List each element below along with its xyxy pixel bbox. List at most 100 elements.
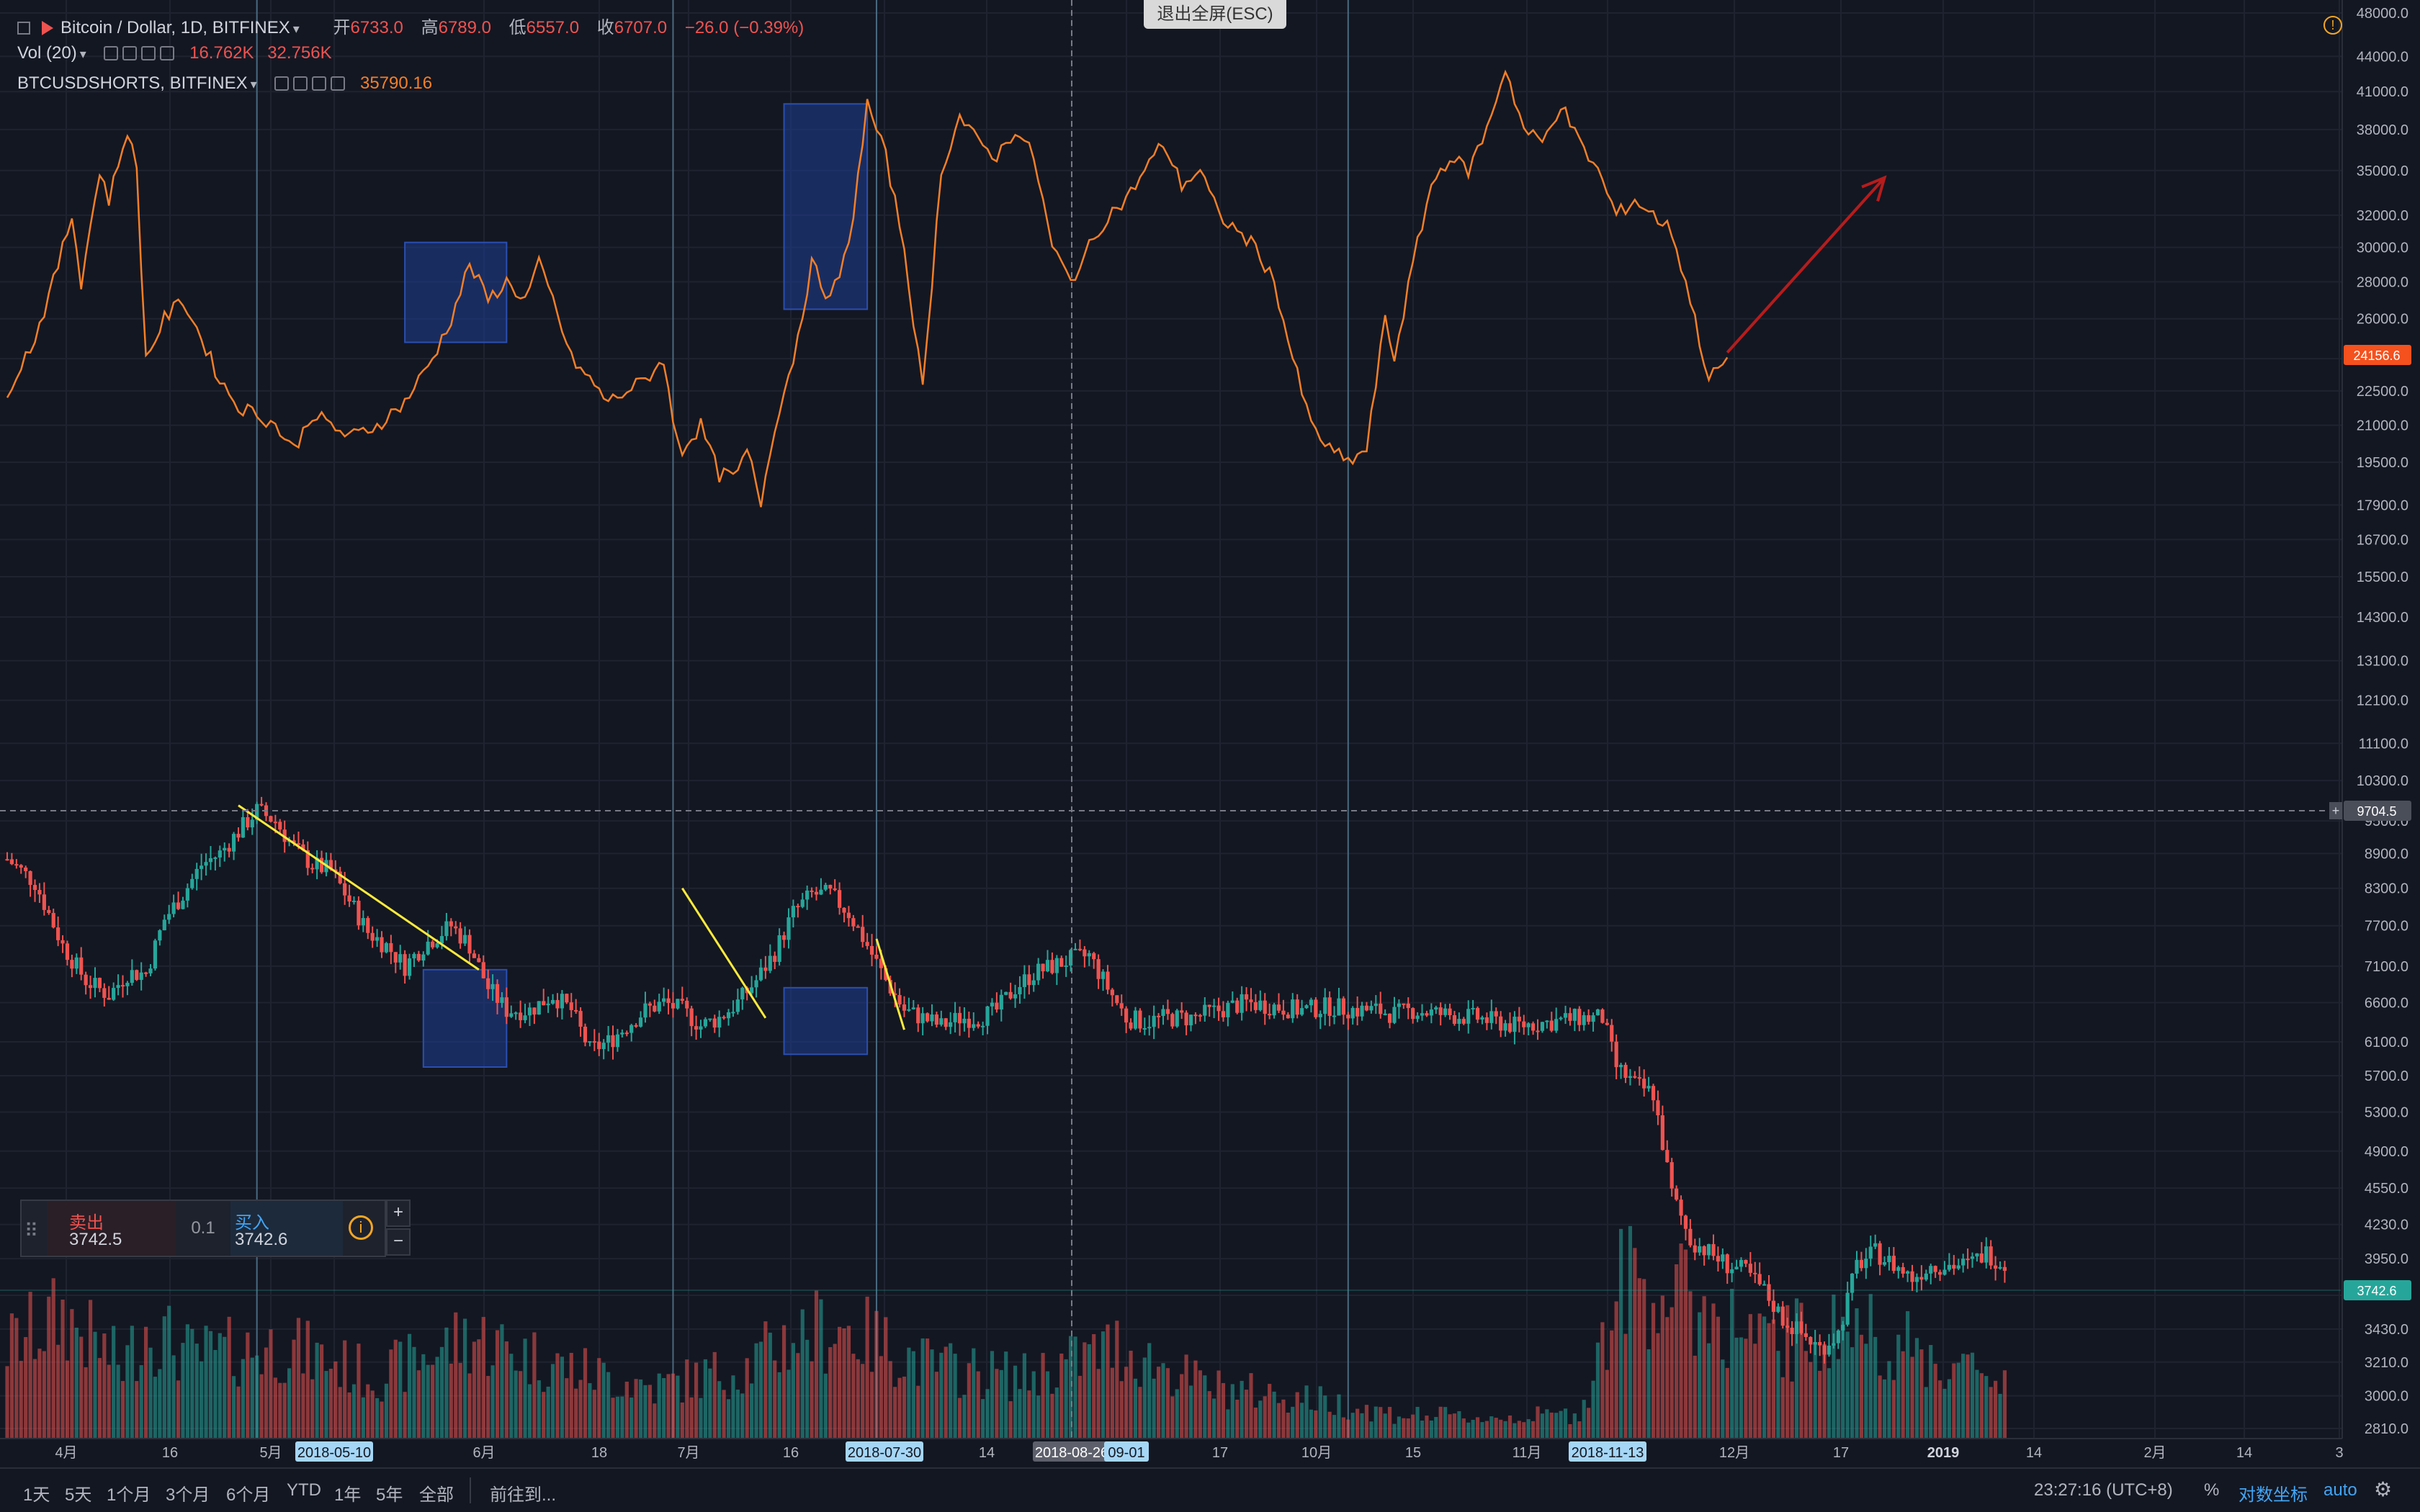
minus-button[interactable]: − [386,1228,411,1256]
volume-name[interactable]: Vol (20) [17,43,77,63]
eye-icon[interactable] [104,46,119,60]
volume-bar [1457,1410,1461,1439]
volume-bar [781,1325,786,1439]
toolbar-divider [470,1477,471,1503]
range-6m[interactable]: 6个月 [226,1485,271,1505]
volume-bar [620,1396,624,1439]
log-scale-toggle[interactable]: 对数坐标 [2238,1485,2308,1505]
collapse-icon[interactable] [17,22,30,35]
range-1y[interactable]: 1年 [334,1485,362,1505]
volume-bar [1549,1412,1554,1439]
plus-button[interactable]: + [386,1200,411,1227]
candle-body [431,941,435,948]
volume-legend[interactable]: Vol (20) ▾ 16.762K 32.756K [17,43,332,63]
volume-bar [255,1355,259,1439]
volume-bar [1693,1355,1697,1439]
price-tick-8: 26000.0 [2357,312,2408,328]
volume-bar [1101,1331,1106,1439]
quantity-value[interactable]: 0.1 [191,1218,215,1238]
candle-body [1906,1271,1910,1274]
candle-body [361,918,365,926]
volume-bar [537,1380,541,1439]
volume-bar [1665,1317,1670,1439]
candle-body [1545,1020,1549,1022]
volume-bar [51,1278,55,1439]
volume-bar [1036,1395,1041,1439]
clock[interactable]: 23:27:16 (UTC+8) [2034,1480,2173,1500]
candle-body [1175,1010,1179,1027]
arrow-drawing[interactable] [1726,175,1887,354]
range-5d[interactable]: 5天 [65,1485,92,1505]
alert-icon[interactable]: ! [2323,16,2342,35]
price-tick-24: 7700.0 [2365,919,2408,935]
candle-body [1563,1013,1568,1018]
percent-toggle[interactable]: % [2204,1480,2220,1500]
sell-button[interactable]: 卖出 3742.5 [48,1201,176,1256]
close-icon[interactable] [160,46,175,60]
trading-panel[interactable]: ⠿ 卖出 3742.5 0.1 买入 3742.6 i [20,1200,386,1257]
candle-body [643,1003,647,1018]
info-icon[interactable]: i [349,1215,373,1240]
candle-body [9,859,14,865]
volume-bar [1891,1380,1896,1439]
candle-body [1041,963,1045,972]
bottom-toolbar: 1天 5天 1个月 3个月 6个月 YTD 1年 5年 全部 前往到... 23… [0,1467,2420,1512]
range-all[interactable]: 全部 [419,1485,454,1505]
volume-bar [1919,1349,1924,1439]
eye-icon[interactable] [274,76,290,91]
highlight-boxes[interactable] [404,103,869,1068]
candle-body [907,1009,911,1011]
buy-button[interactable]: 买入 3742.6 [230,1201,343,1256]
shorts-name[interactable]: BTCUSDSHORTS, BITFINEX [17,73,248,93]
volume-bar [486,1376,490,1439]
chevron-down-icon[interactable]: ▾ [250,77,257,91]
candle-body [241,817,246,838]
candle-body [1850,1273,1855,1293]
candle-body [1101,971,1106,979]
shorts-legend[interactable]: BTCUSDSHORTS, BITFINEX ▾ 35790.16 [17,73,432,94]
trendlines[interactable] [238,804,905,1030]
volume-bar [120,1381,125,1439]
candle-body [546,1003,550,1006]
symbol-name[interactable]: Bitcoin / Dollar, 1D, BITFINEX [60,18,290,37]
exit-fullscreen-button[interactable]: 退出全屏(ESC) [1144,0,1286,29]
volume-bar [1878,1375,1882,1439]
range-1d[interactable]: 1天 [23,1485,50,1505]
candle-body [1438,1007,1443,1015]
candle-body [1013,994,1018,999]
candle-body [565,994,569,1003]
more-icon[interactable] [141,46,156,60]
gear-icon[interactable]: ⚙ [2374,1478,2393,1500]
chevron-down-icon[interactable]: ▾ [79,47,86,61]
range-5y[interactable]: 5年 [376,1485,403,1505]
volume-bar [1600,1322,1605,1439]
candle-body [102,988,107,998]
volume-bar [200,1361,204,1439]
more-icon[interactable] [312,76,327,91]
auto-scale-toggle[interactable]: auto [2323,1480,2357,1500]
candle-body [1129,1022,1133,1029]
candle-body [1092,953,1096,960]
volume-bar [703,1359,708,1439]
price-tick-1: 44000.0 [2357,49,2408,65]
volume-bar [1799,1302,1803,1439]
candle-body [1559,1017,1563,1020]
range-1m[interactable]: 1个月 [107,1485,151,1505]
candle-body [569,1002,573,1010]
close-icon[interactable] [331,76,346,91]
symbol-legend[interactable]: Bitcoin / Dollar, 1D, BITFINEX ▾ 开6733.0 … [17,13,804,38]
range-ytd[interactable]: YTD [287,1480,321,1500]
candle-body [722,1017,726,1019]
settings-icon[interactable] [122,46,138,60]
candle-body [708,1018,712,1020]
drag-handle-icon[interactable]: ⠿ [24,1220,39,1241]
chevron-down-icon[interactable]: ▾ [292,22,300,36]
volume-bar [1910,1356,1914,1439]
goto-date-button[interactable]: 前往到... [490,1485,557,1505]
range-3m[interactable]: 3个月 [166,1485,210,1505]
settings-icon[interactable] [293,76,308,91]
volume-bar [1110,1367,1114,1439]
volume-bar [1230,1384,1234,1439]
price-axis-bg[interactable] [2342,0,2420,1467]
